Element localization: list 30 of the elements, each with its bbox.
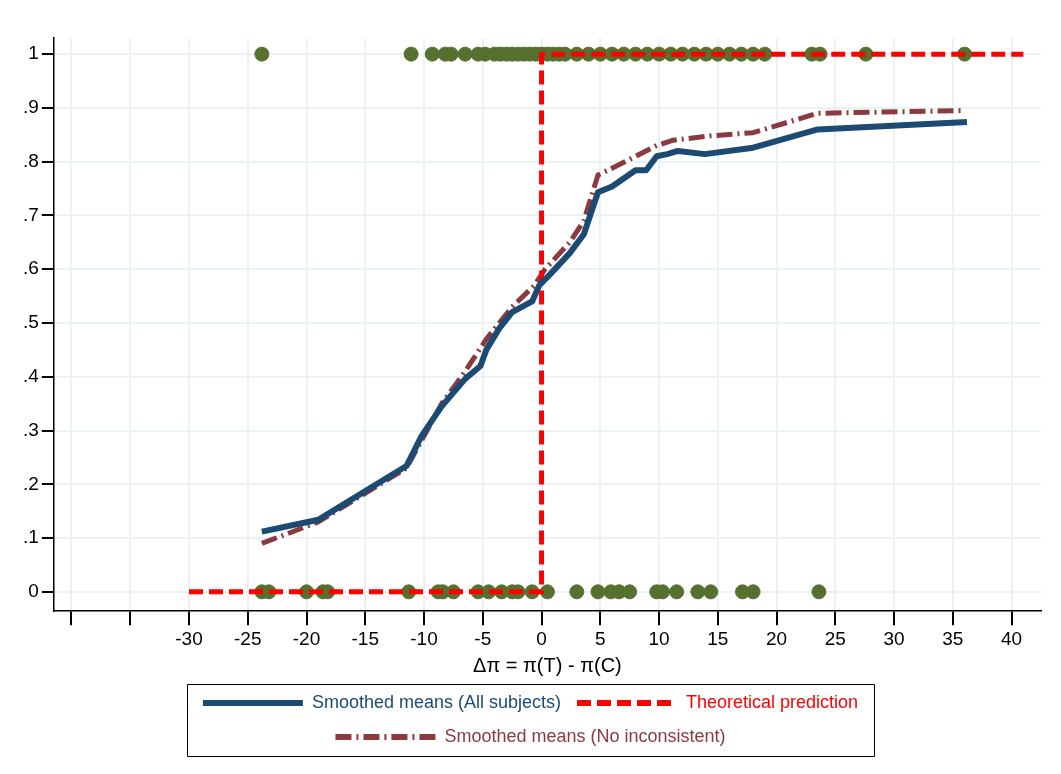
y-tick-label: .6 [22,257,39,279]
x-tick-label: -10 [410,627,438,649]
x-tick-label: -25 [234,627,262,649]
text: Smoothed means (All subjects) [311,691,562,712]
x-axis-title: Δπ = π(T) - π(C) [473,653,622,676]
x-tick-label: 20 [766,627,788,649]
y-tick-label: .4 [22,364,40,386]
x-tick-label: 35 [942,627,964,649]
y-tick-label: .5 [22,311,39,333]
x-tick-label: -5 [474,627,492,649]
text: Theoretical prediction [686,691,859,712]
y-tick-label: .2 [22,472,39,494]
text: Smoothed means (No inconsistent) [444,725,726,746]
y-tick-label: .7 [22,203,39,225]
y-tick-label: 1 [28,42,39,64]
x-tick-label: -15 [351,627,379,649]
x-tick-label: 0 [536,627,547,649]
y-tick-label: .9 [22,96,39,118]
x-tick-label: 40 [1001,627,1023,649]
x-tick-label: 30 [883,627,905,649]
y-tick-label: .1 [22,526,39,548]
x-tick-label: -30 [175,627,203,649]
x-tick-label: 5 [595,627,606,649]
x-tick-label: 25 [824,627,846,649]
x-tick-label: 15 [707,627,729,649]
y-tick-label: 0 [28,580,39,602]
y-tick-label: .3 [22,418,39,440]
y-tick-label: .8 [22,149,39,171]
x-tick-label: -20 [292,627,321,649]
x-tick-label: 10 [648,627,670,649]
